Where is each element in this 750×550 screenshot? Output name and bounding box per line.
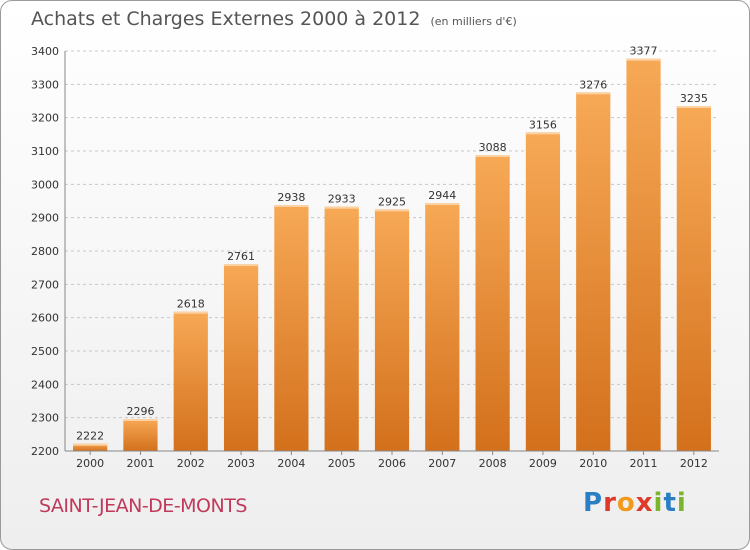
value-label-2011: 3377 — [630, 45, 658, 58]
x-tick-label-2001: 2001 — [126, 457, 154, 470]
value-label-2004: 2938 — [277, 191, 305, 204]
bar-highlight — [576, 92, 611, 95]
bar-highlight — [475, 155, 510, 157]
value-label-2006: 2925 — [378, 195, 406, 208]
x-tick-label-2006: 2006 — [378, 457, 406, 470]
bar-2007 — [425, 203, 460, 451]
bar-highlight — [626, 58, 661, 61]
bar-highlight — [324, 206, 359, 209]
value-label-2002: 2618 — [177, 298, 205, 311]
bar-2005 — [324, 206, 359, 451]
bar-highlight — [73, 443, 108, 446]
y-tick-label: 3100 — [31, 145, 59, 158]
x-tick-label-2003: 2003 — [227, 457, 255, 470]
y-tick-label: 2900 — [31, 212, 59, 225]
bar-2002 — [173, 311, 208, 451]
bar-2008 — [475, 155, 510, 451]
y-tick-label: 2600 — [31, 312, 59, 325]
y-tick-label: 3200 — [31, 112, 59, 125]
bar-highlight — [676, 106, 711, 108]
bar-highlight — [173, 311, 208, 314]
chart-title: Achats et Charges Externes 2000 à 2012 (e… — [31, 8, 517, 30]
bar-2010 — [576, 92, 611, 451]
bar-2011 — [626, 58, 661, 452]
bar-2006 — [374, 209, 410, 451]
logo-letter: i — [676, 488, 687, 518]
logo-letter: x — [635, 488, 654, 518]
bar-highlight — [425, 203, 460, 205]
value-label-2007: 2944 — [428, 189, 456, 202]
bar-highlight — [123, 419, 158, 421]
proxiti-logo[interactable]: Proxiti — [583, 488, 687, 518]
chart-unit: (en milliers d'€) — [430, 15, 517, 28]
value-label-2001: 2296 — [126, 405, 154, 418]
value-label-2008: 3088 — [479, 141, 507, 154]
value-label-2009: 3156 — [529, 118, 557, 131]
bar-2000 — [73, 443, 108, 451]
logo-letter: P — [583, 488, 604, 518]
y-tick-label: 3400 — [31, 45, 59, 58]
bar-highlight — [223, 264, 259, 266]
bar-highlight — [374, 209, 410, 212]
bar-2009 — [525, 132, 561, 452]
y-tick-label: 2700 — [31, 278, 59, 291]
bar-2001 — [123, 419, 158, 451]
value-label-2003: 2761 — [227, 250, 255, 263]
x-tick-label-2010: 2010 — [579, 457, 607, 470]
x-tick-label-2007: 2007 — [428, 457, 456, 470]
y-tick-label: 2200 — [31, 445, 59, 458]
x-tick-label-2000: 2000 — [76, 457, 104, 470]
x-tick-label-2004: 2004 — [277, 457, 305, 470]
y-tick-label: 2400 — [31, 378, 59, 391]
x-tick-label-2008: 2008 — [479, 457, 507, 470]
value-label-2012: 3235 — [680, 92, 708, 105]
x-tick-label-2012: 2012 — [680, 457, 708, 470]
x-tick-label-2011: 2011 — [630, 457, 658, 470]
value-label-2005: 2933 — [328, 193, 356, 206]
bar-2004 — [274, 205, 309, 451]
x-tick-label-2009: 2009 — [529, 457, 557, 470]
logo-letter: r — [603, 488, 617, 518]
value-label-2000: 2222 — [76, 430, 104, 443]
x-tick-label-2002: 2002 — [177, 457, 205, 470]
bar-highlight — [525, 132, 561, 135]
bar-2012 — [676, 106, 711, 451]
commune-name: SAINT-JEAN-DE-MONTS — [39, 495, 247, 517]
bar-highlight — [274, 205, 309, 207]
y-tick-label: 3000 — [31, 178, 59, 191]
bar-2003 — [223, 264, 259, 451]
y-tick-label: 2500 — [31, 345, 59, 358]
logo-letter: t — [663, 488, 677, 518]
logo-letter: o — [616, 488, 636, 518]
x-tick-label-2005: 2005 — [328, 457, 356, 470]
y-tick-label: 2800 — [31, 245, 59, 258]
y-tick-label: 3300 — [31, 78, 59, 91]
logo-letter: i — [653, 488, 664, 518]
chart-title-text: Achats et Charges Externes 2000 à 2012 — [31, 8, 421, 30]
value-label-2010: 3276 — [579, 78, 607, 91]
y-tick-label: 2300 — [31, 412, 59, 425]
